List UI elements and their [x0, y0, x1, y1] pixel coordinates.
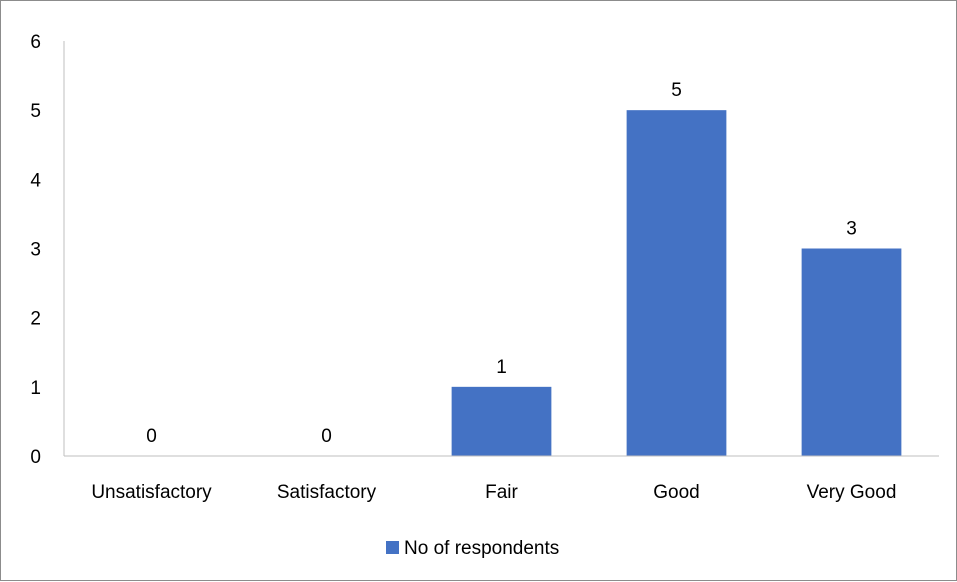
x-tick-label: Satisfactory [277, 482, 377, 503]
legend-label: No of respondents [404, 538, 559, 559]
y-tick-label: 5 [30, 101, 41, 122]
bar [801, 248, 902, 456]
x-tick-label: Fair [485, 482, 518, 503]
legend-swatch [386, 541, 399, 554]
y-tick-label: 2 [30, 309, 41, 330]
bar [451, 386, 552, 456]
bar [626, 110, 727, 457]
y-tick-label: 0 [30, 447, 41, 468]
y-tick-label: 1 [30, 378, 41, 399]
data-label: 3 [846, 219, 857, 240]
data-label: 0 [321, 426, 332, 447]
x-tick-label: Good [653, 482, 699, 503]
legend: No of respondents [386, 538, 559, 559]
y-tick-label: 3 [30, 240, 41, 261]
data-label: 5 [671, 80, 682, 101]
data-label: 0 [146, 426, 157, 447]
y-axis-ticks: 0 1 2 3 4 5 6 [30, 32, 41, 468]
x-axis-ticks: Unsatisfactory Satisfactory Fair Good Very G… [91, 482, 896, 503]
bars [451, 110, 902, 457]
y-tick-label: 6 [30, 32, 41, 53]
x-tick-label: Unsatisfactory [91, 482, 212, 503]
x-tick-label: Very Good [807, 482, 897, 503]
data-label: 1 [496, 357, 507, 378]
data-labels: 0 0 1 5 3 [146, 80, 857, 447]
y-tick-label: 4 [30, 170, 41, 191]
